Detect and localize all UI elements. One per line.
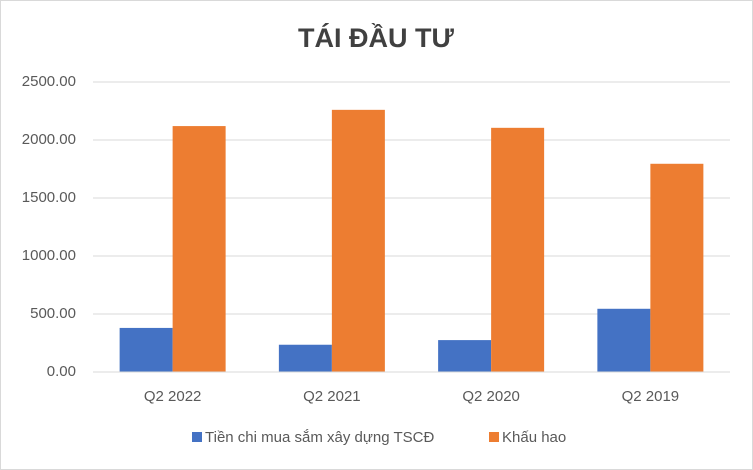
y-tick-label: 1000.00: [22, 247, 76, 264]
bar: [119, 327, 173, 372]
x-tick-label: Q2 2020: [462, 388, 520, 405]
x-tick-label: Q2 2021: [303, 388, 361, 405]
chart-title: TÁI ĐẦU TƯ: [298, 22, 454, 53]
bar: [172, 126, 226, 372]
y-tick-label: 500.00: [30, 305, 76, 322]
y-tick-label: 2000.00: [22, 131, 76, 148]
legend-label: Khấu hao: [502, 429, 566, 446]
bar: [331, 109, 385, 372]
bar: [438, 340, 492, 372]
x-tick-label: Q2 2022: [144, 388, 202, 405]
x-tick-label: Q2 2019: [622, 388, 680, 405]
y-tick-label: 1500.00: [22, 189, 76, 206]
legend-label: Tiền chi mua sắm xây dựng TSCĐ: [205, 429, 434, 446]
bar: [278, 344, 332, 372]
bar: [650, 163, 704, 372]
legend-swatch: [192, 432, 202, 442]
legend-swatch: [489, 432, 499, 442]
bar: [491, 127, 545, 372]
y-tick-label: 0.00: [47, 363, 76, 380]
bar: [597, 308, 651, 372]
y-tick-label: 2500.00: [22, 73, 76, 90]
